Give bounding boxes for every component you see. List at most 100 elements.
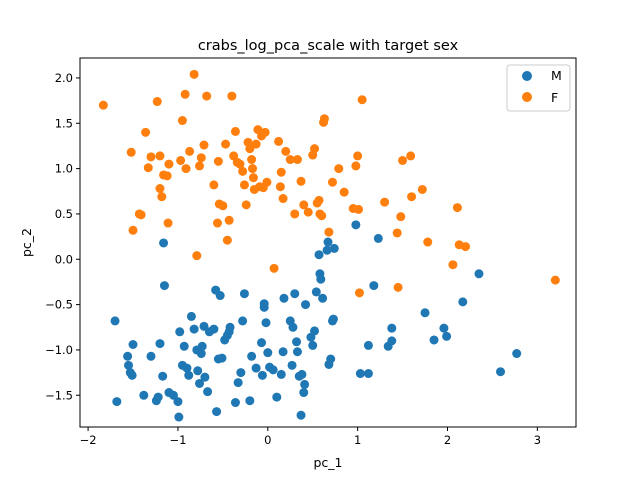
data-point-f-47: [248, 173, 258, 183]
data-point-m-83: [316, 274, 326, 284]
data-point-m-6: [128, 340, 138, 349]
data-point-f-93: [417, 184, 427, 194]
data-point-f-10: [155, 184, 165, 194]
data-point-f-86: [380, 197, 390, 207]
data-point-f-27: [209, 180, 219, 190]
data-point-f-67: [303, 207, 313, 217]
data-point-m-28: [195, 378, 205, 388]
y-tick-label: 0.0: [55, 252, 73, 266]
data-point-m-0: [110, 316, 120, 326]
data-point-f-49: [251, 139, 261, 149]
data-point-m-79: [310, 326, 320, 336]
y-tick-label: −1.0: [45, 343, 73, 357]
data-point-f-92: [407, 192, 417, 202]
data-points: [98, 69, 560, 422]
data-point-m-44: [225, 322, 235, 332]
data-point-m-69: [292, 337, 302, 347]
data-point-m-27: [193, 366, 203, 376]
data-point-f-41: [239, 180, 249, 190]
data-point-f-23: [195, 161, 205, 171]
data-point-f-64: [292, 155, 302, 165]
chart-title: crabs_log_pca_scale with target sex: [198, 38, 459, 54]
data-point-m-25: [189, 324, 199, 334]
y-tick-label: −1.5: [45, 388, 73, 402]
data-point-f-40: [238, 166, 248, 176]
data-point-m-22: [182, 363, 192, 373]
data-point-f-32: [221, 139, 231, 149]
data-point-f-28: [212, 218, 222, 228]
data-point-f-6: [143, 163, 153, 173]
data-point-m-51: [247, 351, 257, 361]
data-point-m-97: [373, 233, 383, 243]
data-point-m-104: [442, 331, 452, 341]
data-point-m-78: [308, 340, 318, 350]
data-point-m-88: [326, 354, 336, 364]
data-point-f-5: [141, 127, 151, 137]
data-point-f-63: [290, 209, 300, 219]
data-point-m-96: [369, 281, 379, 291]
data-point-m-37: [212, 407, 222, 417]
x-axis-ticks: −2 −1 0 1 2 3: [80, 427, 541, 447]
data-point-m-11: [155, 339, 165, 349]
data-point-m-10: [153, 392, 163, 402]
data-point-f-24: [196, 153, 206, 163]
x-tick-label: 3: [534, 433, 541, 447]
data-point-f-0: [98, 100, 108, 110]
data-point-m-50: [245, 396, 255, 406]
data-point-f-29: [213, 156, 223, 166]
data-point-m-47: [236, 368, 246, 378]
data-point-f-76: [324, 227, 334, 237]
data-point-f-54: [260, 127, 270, 137]
y-tick-label: 0.5: [55, 207, 73, 221]
data-point-f-62: [285, 155, 295, 165]
data-point-f-56: [269, 263, 279, 273]
y-axis-ticks: −1.5 −1.0 −0.5 0.0 0.5 1.0 1.5 2.0: [45, 71, 80, 402]
data-point-f-66: [299, 200, 309, 210]
data-point-m-100: [387, 336, 397, 346]
y-tick-label: −0.5: [45, 298, 73, 312]
data-point-m-1: [112, 397, 122, 407]
legend: M F: [506, 64, 571, 112]
data-point-f-17: [177, 116, 187, 126]
data-point-m-32: [200, 372, 210, 382]
data-point-f-98: [460, 242, 470, 252]
data-point-f-45: [247, 155, 257, 165]
data-point-f-61: [281, 146, 291, 156]
data-point-f-13: [162, 171, 172, 181]
data-point-f-21: [189, 69, 199, 79]
data-point-f-60: [278, 194, 288, 204]
data-point-f-58: [275, 182, 285, 192]
data-point-f-37: [230, 126, 240, 136]
data-point-m-86: [323, 237, 333, 247]
data-point-m-2: [123, 351, 133, 361]
data-point-m-70: [292, 347, 302, 357]
data-point-f-99: [550, 275, 560, 285]
legend-label-m: M: [551, 68, 562, 83]
data-point-m-76: [301, 300, 311, 310]
data-point-f-73: [317, 211, 327, 221]
data-point-f-90: [398, 155, 408, 165]
data-point-f-9: [155, 151, 165, 161]
data-point-f-85: [357, 95, 367, 105]
y-tick-label: 2.0: [55, 71, 73, 85]
data-point-m-60: [268, 365, 278, 375]
data-point-m-7: [139, 390, 149, 400]
plot-frame: [79, 57, 577, 428]
data-point-f-46: [248, 164, 258, 174]
legend-marker-f: [522, 92, 532, 102]
data-point-m-92: [351, 220, 361, 230]
x-axis-label: pc_1: [313, 455, 342, 470]
legend-marker-m: [522, 71, 532, 81]
data-point-f-33: [222, 235, 232, 245]
data-point-f-95: [448, 260, 458, 270]
data-point-f-20: [185, 146, 195, 156]
data-point-f-2: [128, 225, 138, 235]
data-point-f-83: [354, 204, 364, 214]
data-point-f-75: [319, 114, 329, 124]
data-point-m-5: [127, 370, 137, 380]
data-point-m-19: [175, 327, 185, 337]
data-point-f-69: [310, 144, 320, 154]
data-point-f-11: [157, 192, 167, 202]
data-point-m-91: [329, 243, 339, 253]
data-point-m-53: [257, 338, 267, 348]
